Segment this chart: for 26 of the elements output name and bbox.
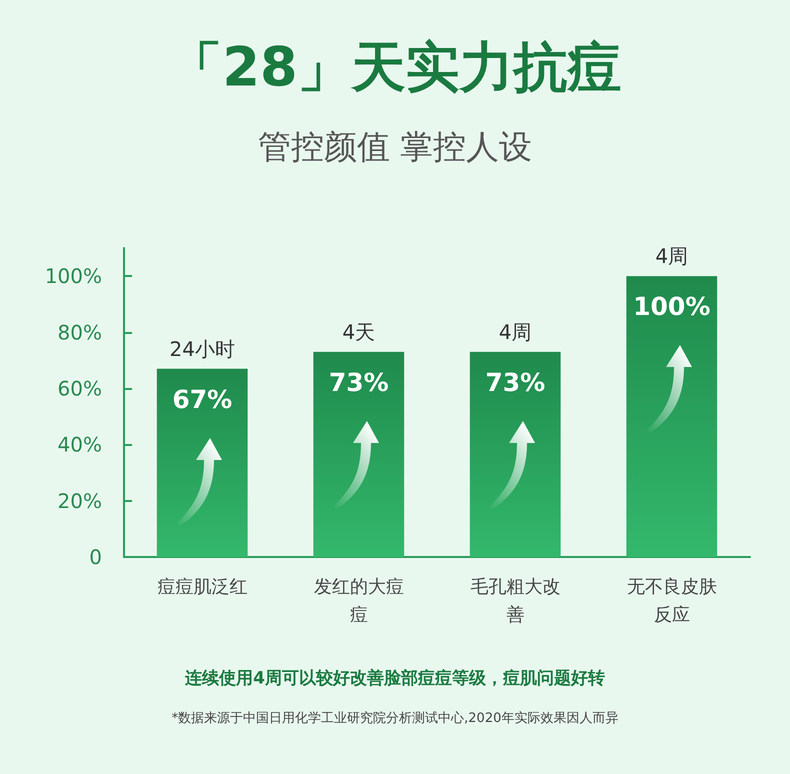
annotation: 24小时 xyxy=(170,336,235,361)
text: 连续使用4周可以较好改善脸部痘痘等级，痘肌问题好转 xyxy=(184,668,605,688)
y-tick-label: 20% xyxy=(58,488,102,513)
y-tick-label: 60% xyxy=(58,376,102,400)
bar xyxy=(626,276,718,557)
y-tick-label: 40% xyxy=(58,432,102,457)
x-tick-label: 痘痘肌泛红 xyxy=(157,576,248,598)
text: *数据来源于中国日用化学工业研究院分析测试中心,2020年实际效果因人而异 xyxy=(172,710,618,726)
y-tick-label: 0 xyxy=(89,545,102,569)
data-label: 100% xyxy=(633,292,710,322)
annotation: 4周 xyxy=(498,320,532,344)
data-label: 73% xyxy=(328,368,389,397)
x-tick-label: 发红的大痘痘 xyxy=(314,576,404,626)
annotation: 4天 xyxy=(342,320,376,344)
annotation: 4周 xyxy=(655,244,688,268)
data-label: 67% xyxy=(172,384,232,414)
bar xyxy=(156,368,248,557)
x-tick-label: 无不良皮肤反应 xyxy=(626,576,717,626)
y-tick-label: 80% xyxy=(58,320,102,344)
chart-subtitle: 管控颜值 掌控人设 xyxy=(258,127,532,166)
bar xyxy=(313,352,404,557)
bar xyxy=(470,352,561,557)
y-tick-label: 100% xyxy=(44,264,102,288)
x-tick-label: 毛孔粗大改善 xyxy=(470,576,560,626)
chart-title: 「28」天实力抗痘 xyxy=(168,36,622,98)
data-label: 73% xyxy=(485,368,546,397)
